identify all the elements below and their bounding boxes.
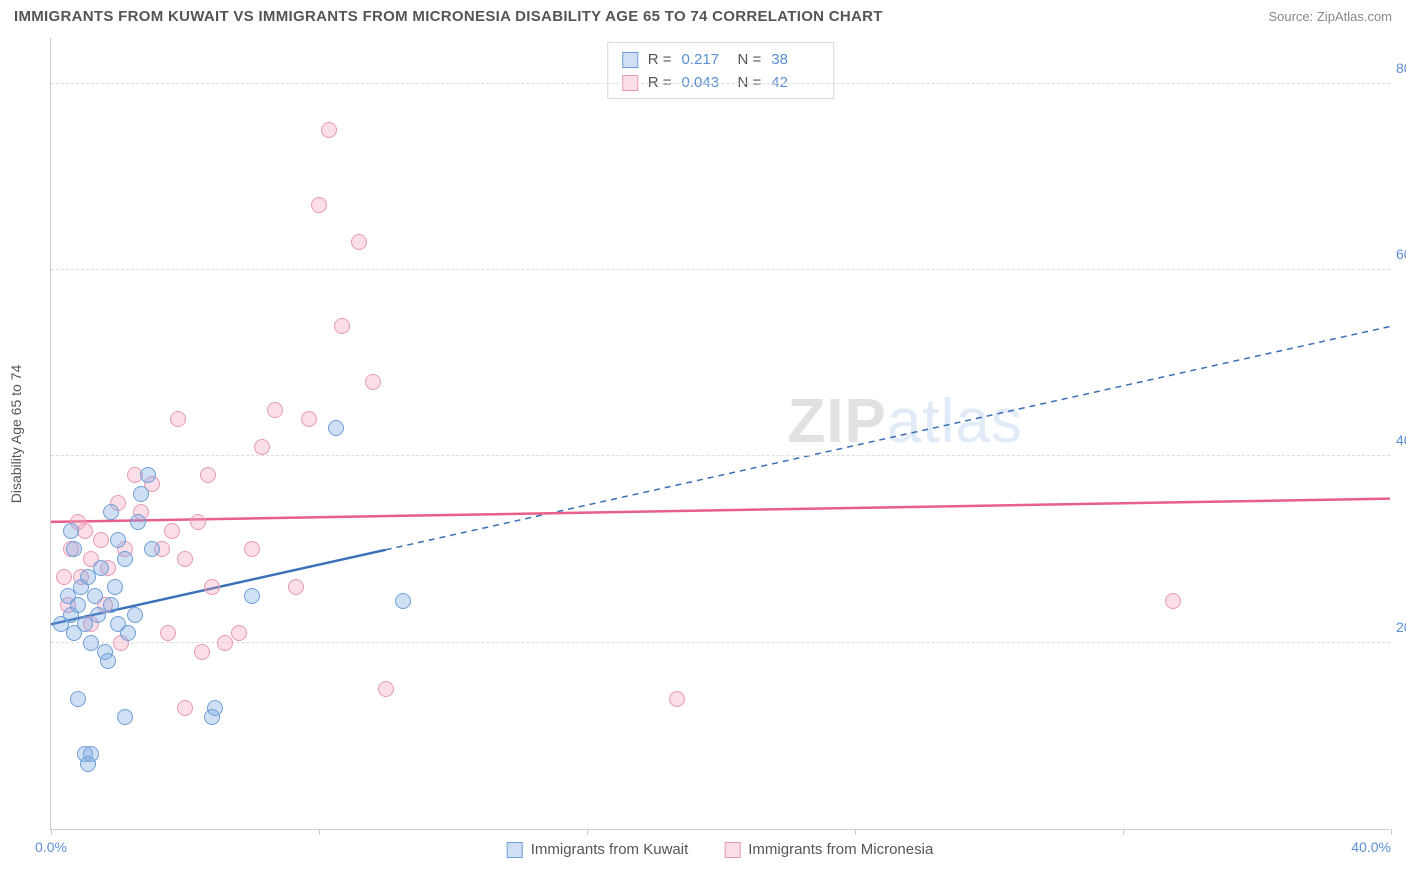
data-point-kuwait: [100, 653, 116, 669]
data-point-kuwait: [83, 746, 99, 762]
data-point-kuwait: [103, 504, 119, 520]
legend-swatch: [622, 52, 638, 68]
data-point-micronesia: [170, 411, 186, 427]
data-point-kuwait: [117, 551, 133, 567]
data-point-kuwait: [133, 486, 149, 502]
gridline: [51, 455, 1390, 456]
data-point-kuwait: [66, 541, 82, 557]
data-point-kuwait: [63, 523, 79, 539]
data-point-kuwait: [93, 560, 109, 576]
source-label: Source: ZipAtlas.com: [1268, 9, 1392, 24]
data-point-micronesia: [204, 579, 220, 595]
y-tick-label: 20.0%: [1396, 619, 1406, 635]
data-point-micronesia: [231, 625, 247, 641]
data-point-micronesia: [334, 318, 350, 334]
chart-title: IMMIGRANTS FROM KUWAIT VS IMMIGRANTS FRO…: [14, 8, 883, 25]
data-point-kuwait: [70, 691, 86, 707]
n-label: N =: [738, 49, 762, 72]
plot-region: ZIPatlas R =0.217N =38R =0.043N =42 20.0…: [50, 38, 1390, 830]
chart-area: ZIPatlas R =0.217N =38R =0.043N =42 20.0…: [50, 38, 1390, 830]
data-point-kuwait: [107, 579, 123, 595]
gridline: [51, 83, 1390, 84]
data-point-kuwait: [144, 541, 160, 557]
data-point-kuwait: [87, 588, 103, 604]
data-point-micronesia: [301, 411, 317, 427]
legend-swatch: [507, 842, 523, 858]
data-point-micronesia: [164, 523, 180, 539]
legend-swatch: [724, 842, 740, 858]
data-point-micronesia: [378, 681, 394, 697]
legend-item: Immigrants from Kuwait: [507, 841, 689, 858]
x-tick-label: 0.0%: [35, 839, 67, 855]
x-tick-label: 40.0%: [1351, 839, 1391, 855]
data-point-micronesia: [254, 439, 270, 455]
data-point-kuwait: [130, 514, 146, 530]
correlation-stats-box: R =0.217N =38R =0.043N =42: [607, 42, 835, 99]
data-point-micronesia: [177, 700, 193, 716]
legend: Immigrants from Kuwait Immigrants from Mi…: [507, 841, 934, 858]
data-point-micronesia: [288, 579, 304, 595]
data-point-micronesia: [177, 551, 193, 567]
x-tick: [51, 829, 52, 835]
data-point-kuwait: [70, 597, 86, 613]
stats-row: R = 0.217 N = 38: [622, 49, 818, 72]
trendlines: [51, 38, 1390, 829]
legend-label: Immigrants from Micronesia: [748, 841, 933, 858]
data-point-micronesia: [1165, 593, 1181, 609]
y-tick-label: 80.0%: [1396, 60, 1406, 76]
data-point-kuwait: [117, 709, 133, 725]
n-value: 38: [771, 49, 817, 72]
data-point-micronesia: [200, 467, 216, 483]
data-point-micronesia: [244, 541, 260, 557]
data-point-micronesia: [321, 122, 337, 138]
data-point-micronesia: [56, 569, 72, 585]
data-point-micronesia: [190, 514, 206, 530]
x-tick: [319, 829, 320, 835]
data-point-kuwait: [127, 607, 143, 623]
data-point-kuwait: [244, 588, 260, 604]
data-point-micronesia: [267, 402, 283, 418]
data-point-kuwait: [120, 625, 136, 641]
y-tick-label: 60.0%: [1396, 246, 1406, 262]
x-tick: [855, 829, 856, 835]
y-tick-label: 40.0%: [1396, 432, 1406, 448]
r-value: 0.217: [682, 49, 728, 72]
data-point-micronesia: [160, 625, 176, 641]
data-point-micronesia: [311, 197, 327, 213]
data-point-kuwait: [395, 593, 411, 609]
data-point-micronesia: [93, 532, 109, 548]
r-label: R =: [648, 49, 672, 72]
watermark: ZIPatlas: [787, 386, 1022, 457]
data-point-micronesia: [194, 644, 210, 660]
data-point-kuwait: [140, 467, 156, 483]
x-tick: [1391, 829, 1392, 835]
x-tick: [587, 829, 588, 835]
data-point-kuwait: [103, 597, 119, 613]
x-tick: [1123, 829, 1124, 835]
legend-label: Immigrants from Kuwait: [531, 841, 689, 858]
data-point-micronesia: [669, 691, 685, 707]
data-point-kuwait: [328, 420, 344, 436]
legend-item: Immigrants from Micronesia: [724, 841, 933, 858]
gridline: [51, 269, 1390, 270]
data-point-micronesia: [351, 234, 367, 250]
data-point-micronesia: [365, 374, 381, 390]
gridline: [51, 642, 1390, 643]
data-point-kuwait: [207, 700, 223, 716]
data-point-kuwait: [110, 532, 126, 548]
y-axis-label: Disability Age 65 to 74: [8, 365, 24, 504]
